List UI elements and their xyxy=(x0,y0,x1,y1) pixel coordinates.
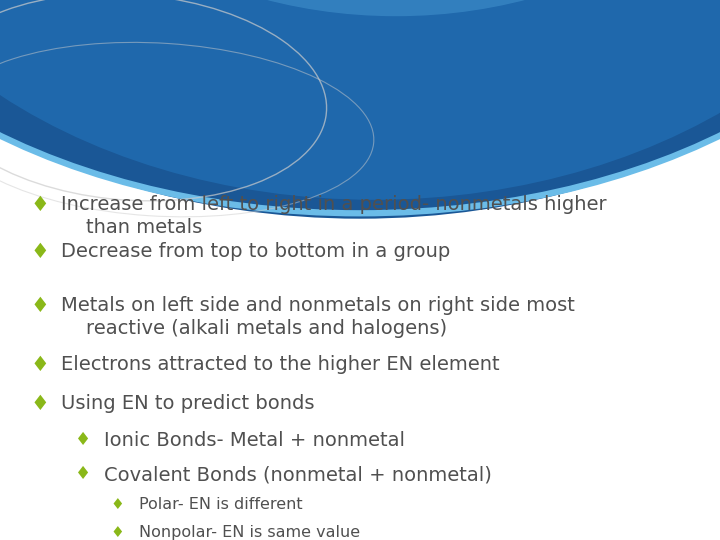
Text: Metals on left side and nonmetals on right side most
    reactive (alkali metals: Metals on left side and nonmetals on rig… xyxy=(61,296,575,338)
Text: ♦: ♦ xyxy=(75,465,91,483)
Text: ♦: ♦ xyxy=(30,394,49,414)
Text: Electrons attracted to the higher EN element: Electrons attracted to the higher EN ele… xyxy=(61,355,500,374)
Text: ♦: ♦ xyxy=(30,242,49,262)
Text: ♦: ♦ xyxy=(75,431,91,449)
Text: Increase from left to right in a period- nonmetals higher
    than metals: Increase from left to right in a period-… xyxy=(61,195,607,237)
Text: ♦: ♦ xyxy=(30,296,49,316)
Text: ♦: ♦ xyxy=(111,525,124,540)
Text: Nonpolar- EN is same value: Nonpolar- EN is same value xyxy=(139,525,360,540)
Text: Covalent Bonds (nonmetal + nonmetal): Covalent Bonds (nonmetal + nonmetal) xyxy=(104,465,492,484)
Text: ♦: ♦ xyxy=(30,355,49,375)
Ellipse shape xyxy=(0,0,720,219)
Text: Using EN to predict bonds: Using EN to predict bonds xyxy=(61,394,315,413)
Text: Decrease from top to bottom in a group: Decrease from top to bottom in a group xyxy=(61,242,451,261)
Text: Polar- EN is different: Polar- EN is different xyxy=(139,497,302,512)
Ellipse shape xyxy=(0,0,720,16)
Text: ♦: ♦ xyxy=(30,195,49,215)
Ellipse shape xyxy=(0,0,720,200)
Text: Ionic Bonds- Metal + nonmetal: Ionic Bonds- Metal + nonmetal xyxy=(104,431,405,450)
Text: ♦: ♦ xyxy=(111,497,124,512)
